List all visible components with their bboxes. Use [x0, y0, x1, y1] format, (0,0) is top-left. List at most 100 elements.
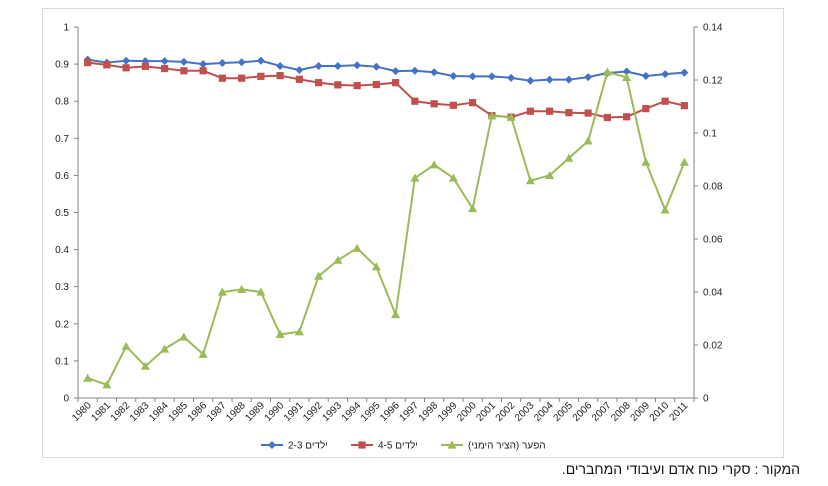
data-point	[103, 61, 111, 69]
x-tick-label: 1988	[224, 400, 248, 424]
data-point	[333, 61, 342, 70]
x-tick-label: 1996	[378, 400, 402, 424]
data-point	[507, 73, 516, 82]
data-point	[469, 99, 477, 107]
left-tick-label: 0.5	[55, 208, 69, 219]
data-point	[198, 349, 208, 358]
legend-label: 2-3 ילדים	[288, 440, 328, 452]
right-tick-label: 0.08	[703, 182, 723, 193]
x-tick-label: 1999	[436, 400, 460, 424]
data-point	[410, 66, 419, 75]
data-point	[468, 204, 478, 213]
line-chart: 0 0.1 0.2 0.3 0.4 0.5 0.6 0.7 0.8 0.9 1 0 0.02 0.04 0.…	[55, 23, 723, 452]
x-tick-label: 1984	[147, 400, 171, 424]
data-point	[622, 67, 631, 76]
legend-marker	[447, 440, 457, 449]
right-tick-label: 0.02	[703, 341, 723, 352]
data-point	[392, 79, 400, 87]
data-point	[545, 170, 555, 179]
data-point	[257, 72, 265, 80]
right-tick-label: 0.06	[703, 235, 723, 246]
data-point	[237, 284, 247, 293]
data-point	[294, 327, 304, 336]
x-tick-label: 1998	[417, 400, 441, 424]
data-point	[564, 75, 573, 84]
data-point	[141, 62, 149, 70]
x-tick-label: 2006	[571, 400, 595, 424]
data-point	[487, 72, 496, 81]
x-tick-label: 2009	[628, 400, 652, 424]
data-point	[661, 70, 670, 79]
data-point	[256, 287, 266, 296]
left-tick-label: 0.8	[55, 97, 69, 108]
data-point	[430, 68, 439, 77]
data-point	[122, 64, 130, 72]
data-point	[410, 173, 420, 182]
data-point	[391, 67, 400, 76]
data-point	[199, 67, 207, 75]
left-tick-label: 0.1	[55, 356, 69, 367]
data-point	[680, 68, 689, 77]
data-point	[487, 111, 497, 120]
data-point	[275, 329, 285, 338]
x-tick-label: 1997	[397, 400, 421, 424]
data-point	[564, 153, 574, 162]
data-point	[314, 61, 323, 70]
data-point	[565, 109, 573, 117]
data-point	[545, 75, 554, 84]
data-point	[140, 361, 150, 370]
data-point	[661, 97, 669, 105]
data-point	[121, 341, 131, 350]
x-tick-label: 1986	[186, 400, 210, 424]
x-tick-label: 1983	[128, 400, 152, 424]
data-point	[84, 59, 92, 67]
x-tick-label: 2008	[609, 400, 633, 424]
data-point	[217, 287, 227, 296]
x-tick-label: 1981	[89, 400, 113, 424]
x-tick-label: 1980	[70, 400, 94, 424]
data-point	[334, 81, 342, 89]
data-point	[256, 56, 265, 65]
data-point	[411, 97, 419, 105]
data-point	[584, 73, 593, 82]
series-line	[87, 71, 686, 386]
right-tick-label: 0.04	[703, 288, 723, 299]
x-tick-label: 1995	[359, 400, 383, 424]
data-point	[83, 373, 93, 382]
data-point	[546, 107, 554, 115]
legend-marker	[268, 441, 276, 449]
x-tick-label: 2000	[455, 400, 479, 424]
x-tick-label: 1985	[166, 400, 190, 424]
data-point	[449, 101, 457, 109]
data-point	[679, 157, 689, 166]
data-point	[295, 75, 303, 83]
chart-frame: 0 0.1 0.2 0.3 0.4 0.5 0.6 0.7 0.8 0.9 1 0 0.02 0.04 0.…	[42, 8, 784, 458]
data-point	[622, 72, 632, 81]
left-tick-label: 0.3	[55, 282, 69, 293]
data-point	[660, 205, 670, 214]
x-tick-label: 2011	[668, 400, 691, 423]
data-point	[179, 57, 188, 66]
left-tick-label: 0.4	[55, 245, 69, 256]
x-tick-label: 2002	[494, 400, 518, 424]
data-point	[468, 72, 477, 81]
data-point	[237, 58, 246, 67]
data-point	[372, 62, 381, 71]
right-tick-label: 0	[703, 394, 709, 405]
x-tick-label: 2007	[590, 400, 614, 424]
x-tick-label: 2005	[551, 400, 575, 424]
left-tick-label: 0.2	[55, 319, 69, 330]
data-point	[372, 80, 380, 89]
data-point	[526, 76, 535, 85]
right-tick-label: 0.14	[703, 23, 723, 34]
data-point	[179, 332, 189, 341]
series-line	[87, 61, 685, 119]
data-point	[180, 67, 188, 75]
series-lines	[83, 55, 689, 389]
data-point	[161, 64, 169, 73]
data-point	[584, 109, 592, 117]
source-note: המקור : סקרי כוח אדם ועיבודי המחברים.	[561, 461, 800, 477]
data-point	[603, 113, 611, 122]
data-point	[641, 71, 650, 80]
x-tick-label: 1987	[205, 400, 229, 424]
